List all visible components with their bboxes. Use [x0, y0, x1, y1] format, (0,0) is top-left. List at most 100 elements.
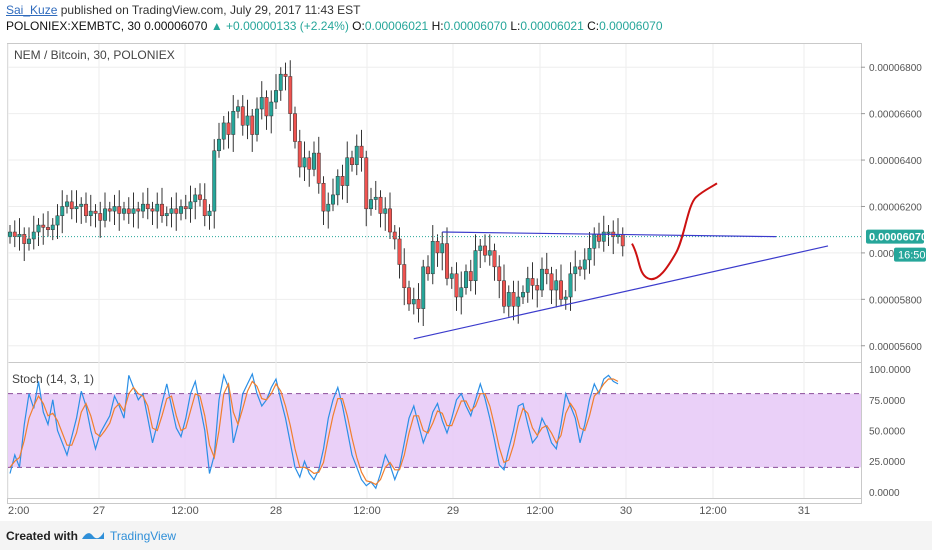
candle-body[interactable]	[549, 273, 554, 291]
candle-body[interactable]	[573, 266, 578, 275]
candle-body[interactable]	[502, 280, 506, 307]
candle-body[interactable]	[554, 280, 559, 291]
support-trendline[interactable]	[413, 245, 829, 340]
candle-body[interactable]	[449, 273, 454, 279]
candle-body[interactable]	[84, 203, 88, 217]
candle-body[interactable]	[41, 224, 46, 228]
candle-body[interactable]	[516, 296, 521, 307]
candle-body[interactable]	[511, 292, 516, 307]
candle-body[interactable]	[12, 231, 17, 237]
candle-body[interactable]	[416, 299, 421, 309]
candle-body[interactable]	[350, 157, 354, 165]
candle-body[interactable]	[459, 287, 464, 298]
candle-body[interactable]	[283, 73, 288, 77]
candle-body[interactable]	[46, 227, 50, 230]
candle-body[interactable]	[69, 201, 74, 210]
candle-body[interactable]	[198, 194, 202, 200]
candle-body[interactable]	[65, 201, 69, 207]
candle-body[interactable]	[388, 208, 392, 233]
candle-body[interactable]	[155, 203, 160, 212]
candle-body[interactable]	[544, 268, 549, 275]
price-axis[interactable]: 0.00006800 0.00006600 0.00006400 0.00006200…	[861, 63, 922, 353]
candle-body[interactable]	[245, 115, 250, 126]
candle-body[interactable]	[525, 278, 530, 293]
candle-body[interactable]	[335, 176, 340, 196]
author-link[interactable]: Sai_Kuze	[6, 3, 58, 17]
stoch-axis[interactable]: 100.0000 75.0000 50.0000 25.0000 0.0000	[869, 365, 911, 499]
candle-body[interactable]	[240, 106, 245, 126]
candle-body[interactable]	[207, 210, 212, 217]
candle-body[interactable]	[407, 287, 411, 305]
candle-body[interactable]	[131, 208, 136, 214]
candle-body[interactable]	[492, 250, 497, 268]
candle-body[interactable]	[55, 215, 60, 226]
time-axis[interactable]: 2:00 27 12:00 28 12:00 29 12:00 30 12:00 31	[8, 505, 810, 517]
candle-body[interactable]	[464, 271, 468, 288]
candle-body[interactable]	[326, 203, 331, 212]
candle-body[interactable]	[435, 241, 440, 254]
candle-body[interactable]	[302, 157, 307, 168]
candle-body[interactable]	[345, 157, 350, 186]
candle-body[interactable]	[60, 206, 65, 217]
candle-body[interactable]	[93, 210, 98, 214]
candle-body[interactable]	[606, 231, 611, 234]
tradingview-brand[interactable]: TradingView	[110, 529, 177, 543]
candle-body[interactable]	[221, 122, 226, 140]
candle-body[interactable]	[202, 199, 207, 217]
candle-body[interactable]	[473, 250, 478, 282]
candle-body[interactable]	[88, 210, 93, 217]
candle-body[interactable]	[217, 138, 221, 152]
candle-body[interactable]	[312, 152, 316, 170]
candle-body[interactable]	[454, 273, 459, 298]
candle-body[interactable]	[364, 157, 369, 210]
candle-body[interactable]	[141, 203, 145, 212]
candle-body[interactable]	[117, 206, 122, 214]
candle-body[interactable]	[316, 152, 321, 184]
candle-body[interactable]	[79, 203, 84, 207]
candle-body[interactable]	[255, 108, 259, 135]
candle-body[interactable]	[103, 208, 107, 221]
candle-body[interactable]	[212, 150, 217, 212]
candle-body[interactable]	[568, 273, 573, 298]
candle-body[interactable]	[321, 183, 326, 212]
candle-body[interactable]	[293, 113, 297, 142]
candle-body[interactable]	[620, 234, 625, 247]
candle-body[interactable]	[521, 292, 525, 298]
candle-body[interactable]	[445, 243, 449, 279]
candle-body[interactable]	[17, 234, 22, 237]
candle-body[interactable]	[587, 248, 592, 261]
candle-body[interactable]	[50, 224, 55, 230]
resistance-trendline[interactable]	[442, 231, 777, 238]
candle-body[interactable]	[369, 199, 373, 210]
candle-body[interactable]	[530, 278, 535, 286]
candle-body[interactable]	[126, 208, 131, 214]
candle-body[interactable]	[150, 208, 155, 212]
candle-body[interactable]	[440, 243, 445, 254]
candle-body[interactable]	[160, 203, 164, 217]
candle-body[interactable]	[506, 292, 511, 307]
candle-body[interactable]	[340, 176, 345, 186]
candle-body[interactable]	[582, 259, 587, 270]
candle-body[interactable]	[136, 208, 141, 212]
candle-body[interactable]	[597, 234, 601, 242]
candle-body[interactable]	[331, 194, 335, 205]
candle-body[interactable]	[535, 285, 540, 291]
candle-body[interactable]	[231, 111, 236, 135]
candle-body[interactable]	[421, 266, 426, 309]
candle-body[interactable]	[487, 250, 492, 256]
candle-body[interactable]	[297, 141, 302, 168]
candle-body[interactable]	[274, 90, 278, 103]
tradingview-logo-icon[interactable]	[80, 527, 106, 543]
candle-body[interactable]	[193, 194, 198, 203]
candle-body[interactable]	[145, 203, 150, 210]
candle-body[interactable]	[559, 280, 563, 300]
candle-body[interactable]	[98, 213, 103, 221]
candle-body[interactable]	[112, 206, 117, 212]
candle-body[interactable]	[563, 296, 568, 300]
candle-body[interactable]	[402, 264, 407, 288]
candle-body[interactable]	[236, 106, 240, 112]
candle-body[interactable]	[36, 224, 41, 233]
candle-body[interactable]	[483, 245, 487, 256]
candle-body[interactable]	[540, 268, 544, 291]
candle-body[interactable]	[288, 76, 293, 114]
